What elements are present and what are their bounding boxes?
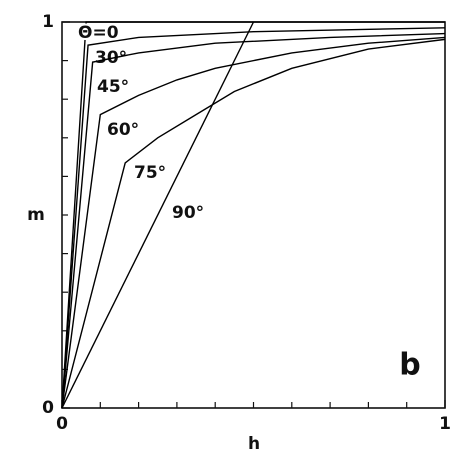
curve bbox=[61, 21, 255, 409]
y-tick-label: 0 bbox=[42, 398, 54, 418]
y-axis-label: m bbox=[27, 205, 45, 225]
curve-label: 45° bbox=[97, 77, 129, 97]
curve-label: Θ=0 bbox=[78, 23, 119, 43]
curve bbox=[61, 27, 446, 409]
x-tick-label: 0 bbox=[56, 414, 68, 434]
curve bbox=[61, 32, 446, 409]
curve bbox=[61, 38, 446, 409]
curve-label: 75° bbox=[134, 163, 166, 183]
curve-label: 60° bbox=[107, 120, 139, 140]
curve-label: 90° bbox=[172, 203, 204, 223]
y-tick-label: 1 bbox=[42, 12, 54, 32]
x-tick-label: 1 bbox=[439, 414, 451, 434]
curve bbox=[61, 36, 446, 409]
curve bbox=[61, 21, 445, 409]
panel-label: b bbox=[399, 348, 420, 383]
x-axis-label: h bbox=[248, 434, 260, 454]
curve-label: 45° bbox=[97, 77, 129, 97]
curve-label: 60° bbox=[107, 120, 139, 140]
curve-label: 90° bbox=[172, 203, 204, 223]
curve-label: 75° bbox=[134, 163, 166, 183]
